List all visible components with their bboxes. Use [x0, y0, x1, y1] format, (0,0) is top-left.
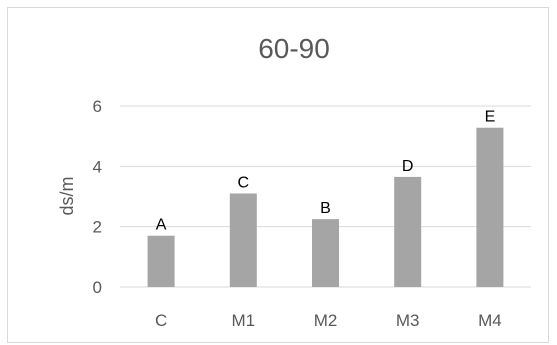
y-tick-label: 2 [93, 218, 102, 237]
bar-m3 [394, 176, 422, 287]
x-tick-label: M2 [314, 311, 338, 330]
y-tick-label: 0 [93, 278, 102, 297]
x-tick-label: C [155, 311, 167, 330]
x-tick-label: M3 [396, 311, 420, 330]
data-label: D [402, 158, 414, 175]
bar-m4 [476, 127, 504, 287]
bar-m1 [229, 193, 257, 287]
chart-title: 60-90 [258, 33, 330, 64]
x-tick-label: M4 [478, 311, 502, 330]
y-tick-label: 6 [93, 97, 102, 116]
y-axis-title: ds/m [57, 176, 77, 215]
bar-m2 [312, 219, 339, 287]
y-tick-label: 4 [93, 157, 102, 176]
data-label: A [156, 217, 167, 234]
data-label: B [320, 200, 331, 217]
data-label: E [485, 109, 496, 126]
bar-c [147, 235, 175, 287]
data-label: C [238, 174, 250, 191]
x-tick-label: M1 [231, 311, 255, 330]
